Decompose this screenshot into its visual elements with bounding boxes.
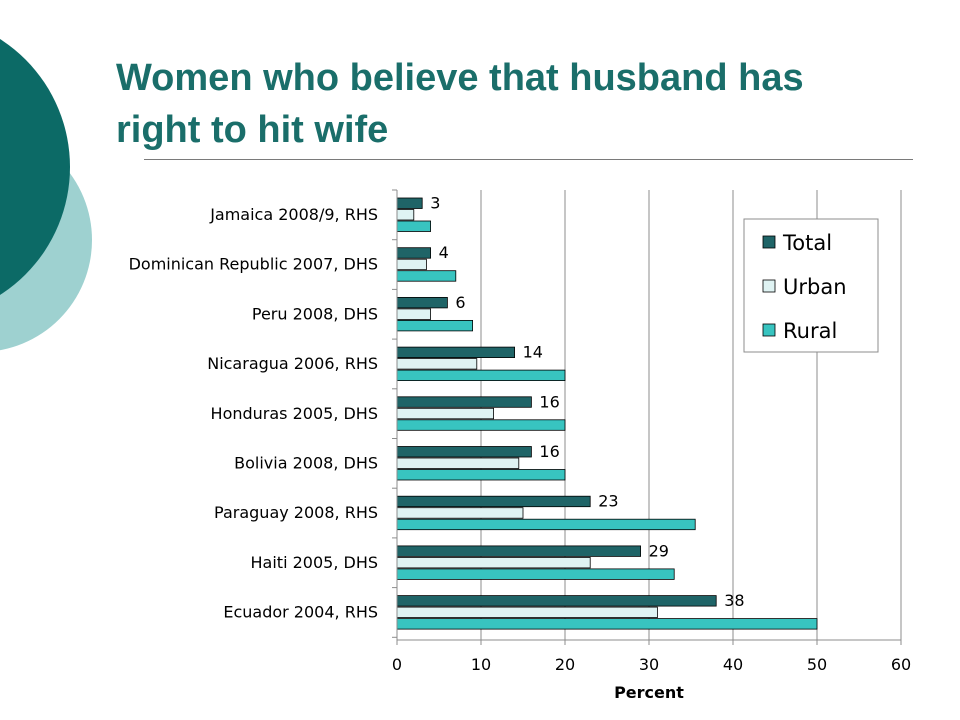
bar-urban [396,557,591,569]
category-label: Paraguay 2008, RHS [214,503,378,522]
legend-label-total: Total [782,231,832,255]
bar-urban [396,258,427,271]
bar-rural [396,419,566,431]
bar-total [396,446,532,458]
bar-total [396,296,448,309]
legend-swatch-rural [762,323,776,337]
bar-rural [396,518,696,531]
bar-total [396,346,515,359]
legend-label-rural: Rural [783,319,837,343]
data-label: 29 [649,541,669,560]
x-tick-label: 0 [392,655,402,674]
data-label: 3 [430,194,440,213]
category-label: Nicaragua 2006, RHS [207,354,378,373]
title-line-1: Women who believe that husband has [116,57,804,99]
category-label: Honduras 2005, DHS [211,404,378,423]
data-label: 23 [598,492,618,511]
decorative-circle-dark [0,39,70,295]
title-line-2: right to hit wife [116,109,389,151]
bar-urban [396,209,415,221]
category-label: Peru 2008, DHS [252,304,378,323]
data-label: 38 [724,591,744,610]
category-label: Haiti 2005, DHS [251,553,378,572]
x-tick-label: 10 [471,655,491,674]
data-label: 14 [523,343,543,362]
category-label: Ecuador 2004, RHS [223,603,378,622]
bar-total [396,396,532,408]
bar-urban [396,407,494,420]
bar-rural [396,319,473,332]
x-tick-label: 60 [891,655,911,674]
slide-title: Women who believe that husband has right… [116,52,916,156]
x-tick-label: 30 [639,655,659,674]
x-tick-label: 40 [723,655,743,674]
bar-total [396,495,591,508]
data-label: 4 [439,243,449,262]
bar-urban [396,457,520,469]
legend-swatch-total [762,235,776,249]
bar-rural [396,568,675,580]
category-label: Bolivia 2008, DHS [234,454,378,473]
bar-rural [396,270,457,282]
x-tick-label: 20 [555,655,575,674]
bar-urban [396,358,478,370]
category-label: Dominican Republic 2007, DHS [129,255,378,274]
bar-rural [396,369,566,382]
bar-rural [396,220,431,232]
legend-swatch-urban [762,279,776,293]
bar-total [396,595,717,607]
bar-urban [396,308,431,320]
data-label: 6 [455,293,465,312]
x-tick-label: 50 [807,655,827,674]
bar-rural [396,618,818,630]
bar-total [396,545,642,557]
bar-total [396,197,423,209]
x-axis-title: Percent [614,683,684,702]
bar-rural [396,469,566,481]
bar-total [396,247,431,259]
bar-urban [396,606,658,618]
title-underline [144,159,913,160]
data-label: 16 [539,392,559,411]
bar-urban [396,507,524,519]
category-label: Jamaica 2008/9, RHS [209,205,378,224]
legend-label-urban: Urban [783,275,847,299]
data-label: 16 [539,442,559,461]
